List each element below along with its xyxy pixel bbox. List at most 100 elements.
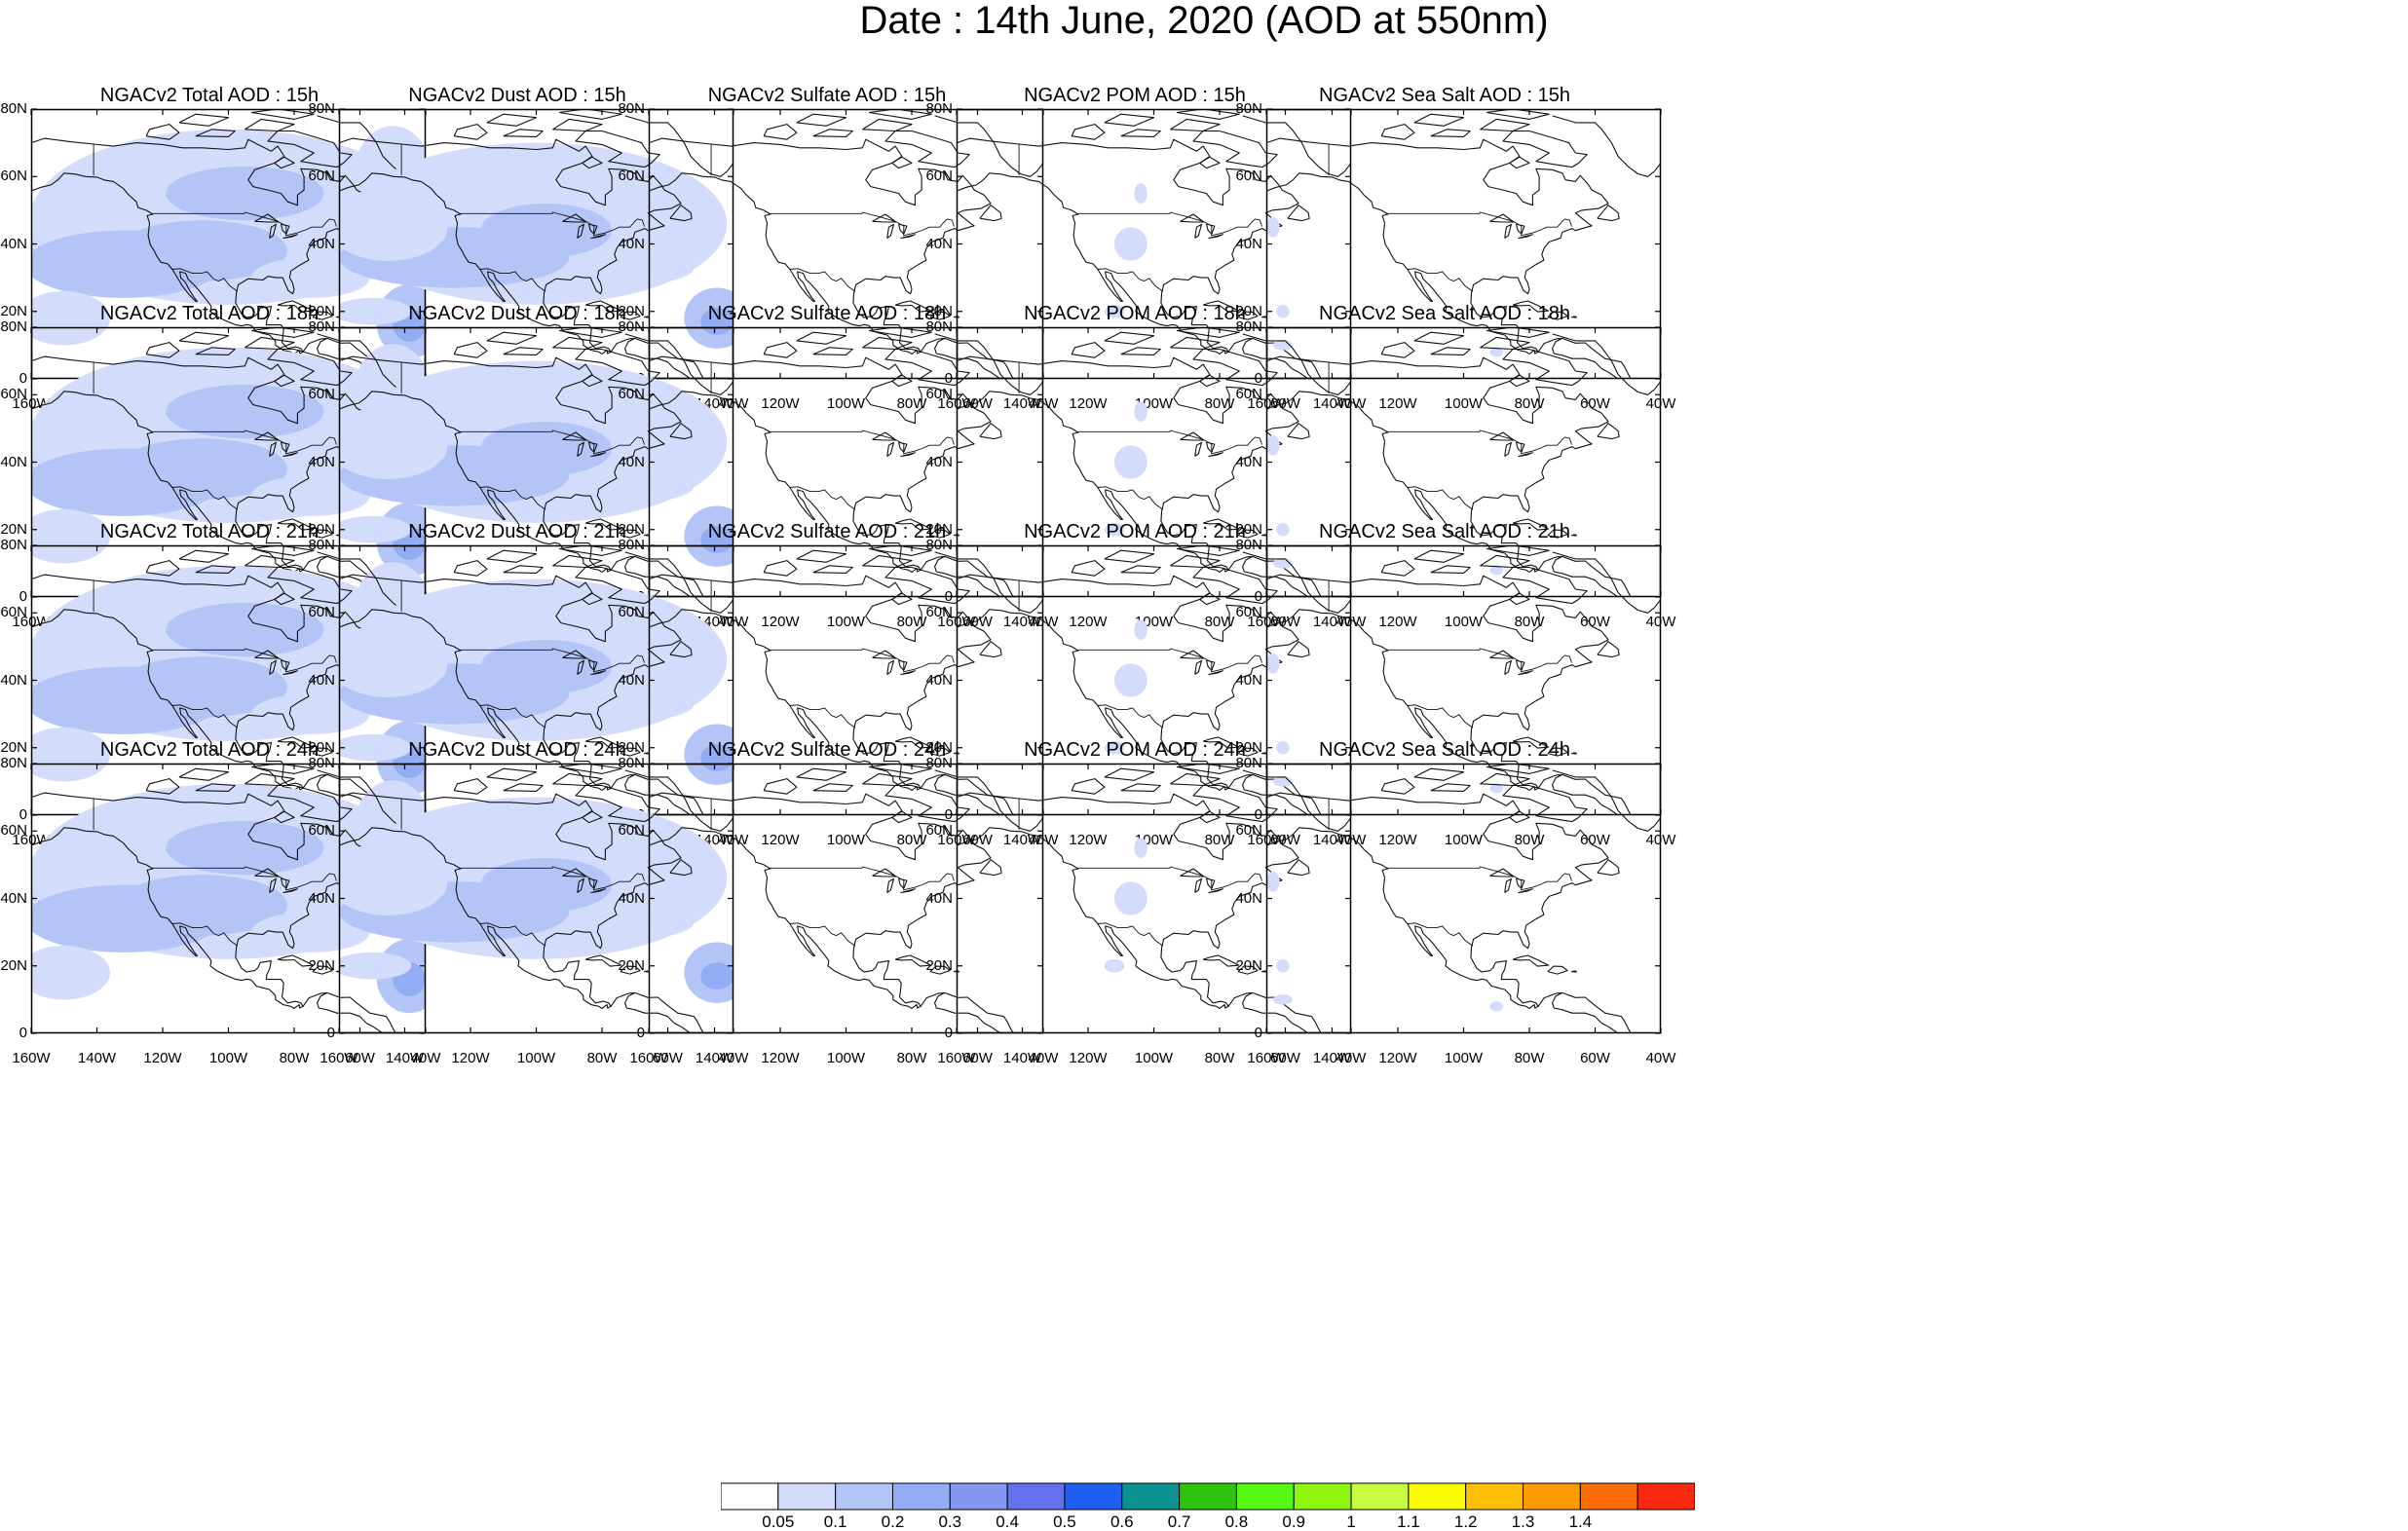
coastline — [503, 129, 544, 137]
coastline — [894, 518, 932, 531]
coastline — [282, 670, 298, 676]
coastline — [277, 300, 315, 313]
lon-tick-label: 40W — [1028, 1050, 1059, 1066]
colorbar-swatch — [949, 1482, 1008, 1511]
coastline — [1502, 348, 1588, 387]
lat-tick-label: 40N — [618, 889, 645, 907]
coastline — [486, 549, 538, 563]
coastline — [620, 311, 641, 320]
coastline — [886, 659, 894, 676]
coastline — [957, 391, 1229, 573]
coastline — [1571, 752, 1578, 755]
colorbar-label: 0.3 — [938, 1512, 962, 1531]
coastline — [460, 429, 645, 455]
aod-field-mid — [166, 166, 324, 221]
coastline — [894, 736, 932, 749]
lat-tick-label: 40N — [925, 889, 953, 907]
map-panel-dust-21h: NGACv2 Dust AOD : 21h80N60N40N20N0160W14… — [288, 520, 775, 856]
coastline — [1430, 783, 1471, 792]
aod-field-low — [1489, 783, 1503, 794]
coastline — [590, 234, 606, 240]
lon-tick-label: 80W — [1204, 832, 1235, 848]
coastline — [886, 441, 894, 458]
coastline — [312, 747, 333, 757]
coastline — [31, 574, 396, 815]
coastline — [1266, 355, 1632, 597]
lat-tick-label: 60N — [925, 168, 953, 185]
coastline — [339, 172, 612, 355]
aod-field-low — [1276, 304, 1290, 318]
coastline — [479, 704, 546, 728]
lat-tick-label: 60N — [925, 604, 953, 621]
lon-tick-label: 60W — [1580, 395, 1610, 412]
lon-tick-label: 80W — [1204, 1050, 1235, 1066]
colorbar-label: 0.9 — [1282, 1512, 1305, 1531]
lat-tick-label: 0 — [944, 370, 953, 387]
coastline — [453, 124, 488, 140]
coastline — [1071, 342, 1106, 358]
lat-tick-label: 80N — [1235, 100, 1262, 117]
colorbar-label: 0.8 — [1224, 1512, 1249, 1531]
coastline — [1120, 347, 1161, 355]
coastline — [934, 551, 1043, 614]
panel-title: NGACv2 Sulfate AOD : 21h — [707, 521, 947, 542]
colorbar-swatch — [1235, 1482, 1295, 1511]
coastline — [649, 172, 922, 355]
map-panel-pom-15h: NGACv2 POM AOD : 15h 80N 60N 40N 20N 0 160W 140… — [906, 84, 1393, 420]
coastline — [1071, 560, 1106, 577]
coastline — [886, 878, 894, 894]
coastline — [1486, 764, 1550, 774]
lon-tick-label: 80W — [1514, 832, 1545, 848]
coastline — [575, 348, 660, 387]
coastline — [339, 355, 704, 597]
map-panel-pom-18h: NGACv2 POM AOD : 18h 80N 60N 40N 20N 0 160W 140… — [906, 302, 1393, 638]
coastline — [577, 441, 584, 458]
aod-field-low — [1104, 304, 1125, 318]
coastline — [1192, 348, 1278, 387]
coastline — [770, 866, 955, 891]
coastline — [1120, 129, 1161, 137]
coastline — [1380, 124, 1415, 140]
coastline — [957, 574, 1322, 815]
coastline — [1486, 545, 1550, 556]
coastline — [1199, 810, 1221, 824]
aod-field-low — [1276, 740, 1290, 755]
lat-tick-label: 40N — [1235, 235, 1262, 252]
coastline — [789, 268, 856, 292]
aod-field-mid — [116, 220, 288, 281]
coastline — [1509, 592, 1530, 606]
coastline — [620, 965, 641, 975]
coastline — [584, 518, 622, 531]
colorbar-swatch — [1064, 1482, 1123, 1511]
coastline — [1547, 311, 1568, 320]
coastline — [1387, 866, 1572, 891]
lat-tick-label: 20N — [618, 520, 645, 538]
coastline — [277, 736, 315, 749]
coastline — [245, 772, 295, 787]
coastline — [1547, 529, 1568, 539]
coastline — [552, 336, 603, 351]
coastline — [195, 565, 236, 574]
coastline — [624, 337, 692, 379]
aod-field-low — [1104, 740, 1125, 755]
coastline — [1205, 659, 1216, 671]
coastline — [649, 137, 1014, 379]
aod-field-low — [1272, 994, 1293, 1005]
coastline — [1208, 670, 1223, 676]
lat-tick-label: 40N — [308, 235, 335, 252]
coastline — [552, 554, 603, 569]
coastline — [339, 391, 612, 573]
colorbar-label: 0.05 — [762, 1512, 795, 1531]
lon-tick-label: 120W — [1069, 1050, 1108, 1066]
coastline — [934, 555, 1001, 597]
coastline — [1552, 115, 1661, 177]
panel-title: NGACv2 Sea Salt AOD : 15h — [1319, 85, 1570, 106]
lat-tick-label: 80N — [925, 318, 953, 335]
aod-field-low — [1489, 1001, 1503, 1012]
aod-field-low — [576, 250, 695, 285]
coastline — [796, 767, 847, 781]
coastline — [1120, 565, 1161, 574]
map-panel-total-24h: NGACv2 Total AOD : 24h 80N 60N 40N 20N 0 160W 1… — [0, 738, 468, 1074]
aod-field-low — [1266, 871, 1280, 892]
